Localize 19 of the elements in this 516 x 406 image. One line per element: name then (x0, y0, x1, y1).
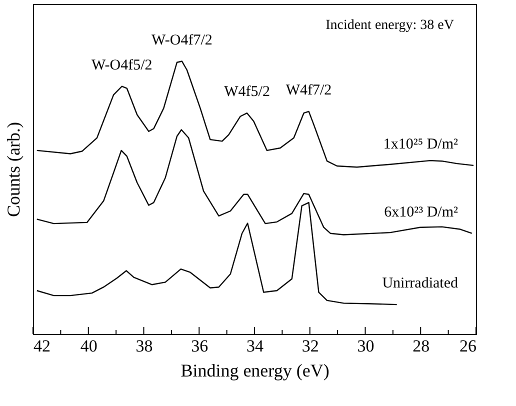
annotation: W-O4f7/2 (152, 32, 212, 48)
x-tick-label: 28 (412, 336, 430, 356)
y-axis-title: Counts (arb.) (4, 122, 24, 217)
annotation: W-O4f5/2 (91, 57, 152, 74)
x-tick-label: 40 (80, 336, 98, 356)
series-label: 1x10²⁵ D/m² (383, 136, 458, 152)
x-tick-label: 30 (357, 336, 374, 356)
x-tick-label: 34 (246, 336, 264, 356)
x-axis-title: Binding energy (eV) (180, 360, 330, 380)
x-tick-label: 42 (34, 336, 50, 356)
text: Incident energy: 38 eV (326, 18, 454, 33)
x-tick-label: 26 (460, 336, 476, 356)
annotation: W4f5/2 (224, 84, 270, 100)
annotation: W4f7/2 (286, 82, 332, 98)
x-tick-label: 36 (191, 336, 208, 356)
series-label: 6x10²³ D/m² (384, 204, 458, 220)
series-label: Unirradiated (382, 276, 458, 292)
x-tick-label: 32 (302, 336, 319, 356)
x-tick-label: 38 (136, 336, 153, 356)
